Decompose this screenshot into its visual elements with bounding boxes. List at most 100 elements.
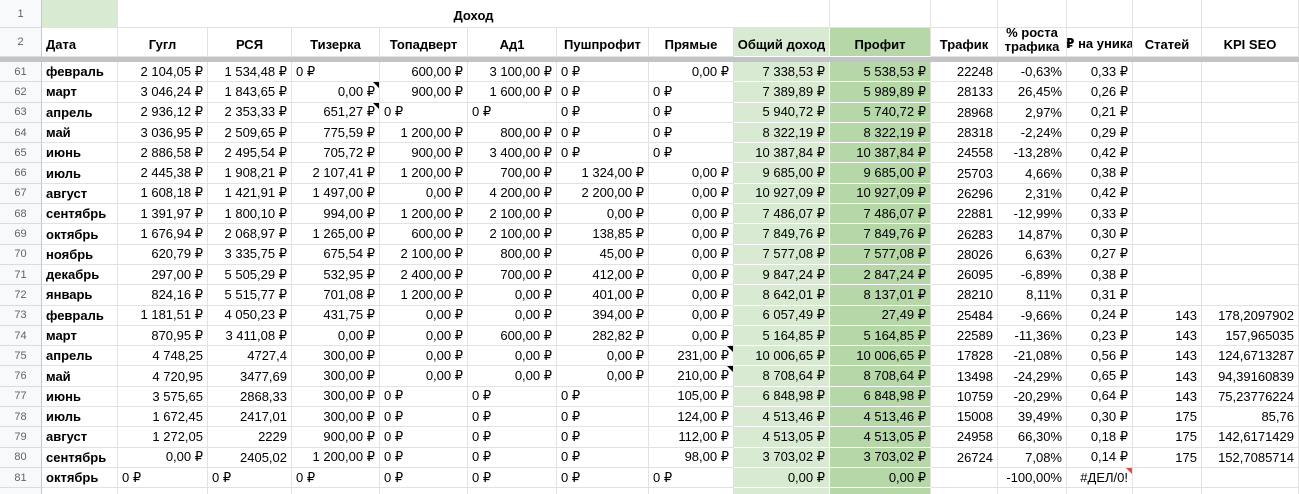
cell-statey[interactable]: 175 — [1133, 447, 1202, 468]
cell-profit[interactable]: 0,00 ₽ — [830, 467, 931, 489]
header-rsya[interactable]: РСЯ — [208, 28, 292, 57]
cell-kpi-seo[interactable] — [1202, 102, 1299, 123]
cell-profit[interactable]: 4 513,46 ₽ — [830, 407, 931, 428]
cell-kpi-seo[interactable]: 152,7085714 — [1202, 447, 1299, 468]
cell-pryamye[interactable]: 0,00 ₽ — [649, 204, 734, 225]
cell-statey[interactable] — [1133, 488, 1202, 494]
cell-rsya[interactable]: 1 908,21 ₽ — [208, 163, 292, 184]
row-number[interactable]: 64 — [0, 122, 42, 144]
cell-tizerka[interactable]: 0 ₽ — [292, 62, 380, 83]
cell-data[interactable]: июль — [42, 163, 118, 184]
cell-pushprofit[interactable]: 282,82 ₽ — [557, 325, 649, 347]
cell-b1-green[interactable] — [42, 0, 118, 28]
cell-ad1[interactable]: 0,00 ₽ — [468, 346, 557, 367]
cell-google[interactable]: 2 445,38 ₽ — [118, 163, 208, 184]
cell-profit[interactable]: 7 849,76 ₽ — [830, 224, 931, 245]
cell-rub-na-unika[interactable]: #ДЕЛ/0! — [1067, 467, 1133, 489]
cell-pryamye[interactable]: 0,00 ₽ — [649, 325, 734, 347]
cell-profit[interactable]: 7 486,07 ₽ — [830, 204, 931, 225]
cell-topadvert[interactable]: 2 100,00 ₽ — [380, 244, 468, 265]
cell-trafik[interactable]: 22248 — [931, 62, 998, 83]
cell-pushprofit[interactable]: 1 324,00 ₽ — [557, 163, 649, 184]
row-number[interactable]: 76 — [0, 366, 42, 387]
cell-profit[interactable]: 8 708,64 ₽ — [830, 366, 931, 387]
cell-rub-na-unika[interactable]: 0,18 ₽ — [1067, 427, 1133, 448]
row-number[interactable]: 63 — [0, 102, 42, 123]
cell-tizerka[interactable]: 1 265,00 ₽ — [292, 224, 380, 245]
cell-rub-na-unika[interactable]: 0,30 ₽ — [1067, 224, 1133, 245]
cell-statey[interactable] — [1133, 467, 1202, 489]
cell-rost-trafika[interactable]: 39,49% — [998, 407, 1067, 428]
cell-rost-trafika[interactable] — [998, 488, 1067, 494]
cell-rub-na-unika[interactable]: 0,38 ₽ — [1067, 163, 1133, 184]
cell-obshiy-dohod[interactable]: 8 708,64 ₽ — [734, 366, 830, 387]
row-number[interactable]: 65 — [0, 143, 42, 164]
cell-pushprofit[interactable]: 0,00 ₽ — [557, 366, 649, 387]
row-number[interactable] — [0, 488, 42, 494]
row-number[interactable]: 71 — [0, 264, 42, 286]
cell-google[interactable] — [118, 488, 208, 494]
cell-trafik[interactable]: 25484 — [931, 305, 998, 326]
cell-data[interactable] — [42, 488, 118, 494]
cell-topadvert[interactable]: 0,00 ₽ — [380, 325, 468, 347]
cell-profit[interactable]: 27,49 ₽ — [830, 305, 931, 326]
cell-ad1[interactable]: 600,00 ₽ — [468, 325, 557, 347]
cell-trafik[interactable]: 10759 — [931, 386, 998, 408]
cell-trafik[interactable]: 26095 — [931, 264, 998, 286]
cell-pushprofit[interactable]: 0,00 ₽ — [557, 346, 649, 367]
cell-obshiy-dohod[interactable]: 4 513,46 ₽ — [734, 407, 830, 428]
cell-profit[interactable]: 4 513,05 ₽ — [830, 427, 931, 448]
cell-topadvert[interactable]: 0 ₽ — [380, 102, 468, 123]
cell-pushprofit[interactable]: 2 200,00 ₽ — [557, 183, 649, 205]
header-rost-trafika[interactable]: % роста трафика — [998, 28, 1067, 57]
cell-rsya[interactable]: 4 050,23 ₽ — [208, 305, 292, 326]
cell-ad1[interactable]: 0 ₽ — [468, 427, 557, 448]
cell-topadvert[interactable]: 2 400,00 ₽ — [380, 264, 468, 286]
cell-data[interactable]: октябрь — [42, 224, 118, 245]
cell-data[interactable]: июнь — [42, 143, 118, 164]
cell-tizerka[interactable]: 300,00 ₽ — [292, 386, 380, 408]
cell-rost-trafika[interactable]: -0,63% — [998, 62, 1067, 83]
cell-pryamye[interactable] — [649, 488, 734, 494]
cell-tizerka[interactable]: 705,72 ₽ — [292, 143, 380, 164]
cell-ad1[interactable]: 2 100,00 ₽ — [468, 204, 557, 225]
cell-profit[interactable]: 5 538,53 ₽ — [830, 62, 931, 83]
cell-topadvert[interactable]: 900,00 ₽ — [380, 143, 468, 164]
cell-data[interactable]: июль — [42, 407, 118, 428]
cell-trafik[interactable]: 25703 — [931, 163, 998, 184]
row-number[interactable]: 1 — [0, 0, 42, 28]
cell-rsya[interactable]: 5 505,29 ₽ — [208, 264, 292, 286]
cell-google[interactable]: 620,79 ₽ — [118, 244, 208, 265]
cell-rsya[interactable]: 2229 — [208, 427, 292, 448]
cell-ad1[interactable]: 0,00 ₽ — [468, 305, 557, 326]
cell-ad1[interactable]: 3 400,00 ₽ — [468, 143, 557, 164]
cell-pushprofit[interactable]: 0 ₽ — [557, 467, 649, 489]
cell-tizerka[interactable]: 300,00 ₽ — [292, 346, 380, 367]
cell-rsya[interactable]: 0 ₽ — [208, 467, 292, 489]
cell-pushprofit[interactable]: 0,00 ₽ — [557, 204, 649, 225]
cell-rub-na-unika[interactable]: 0,42 ₽ — [1067, 143, 1133, 164]
cell-rost-trafika[interactable]: 7,08% — [998, 447, 1067, 468]
cell-topadvert[interactable]: 0 ₽ — [380, 427, 468, 448]
cell-profit[interactable]: 5 740,72 ₽ — [830, 102, 931, 123]
cell-trafik[interactable]: 28210 — [931, 285, 998, 306]
cell-rsya[interactable]: 2 509,65 ₽ — [208, 122, 292, 144]
cell-kpi-seo[interactable]: 142,6171429 — [1202, 427, 1299, 448]
cell-rost-trafika[interactable]: -24,29% — [998, 366, 1067, 387]
cell-rub-na-unika[interactable]: 0,38 ₽ — [1067, 264, 1133, 286]
cell-pryamye[interactable]: 98,00 ₽ — [649, 447, 734, 468]
cell-ad1[interactable]: 700,00 ₽ — [468, 163, 557, 184]
cell-kpi-seo[interactable] — [1202, 62, 1299, 83]
cell-pryamye[interactable]: 0 ₽ — [649, 122, 734, 144]
cell-pryamye[interactable]: 0,00 ₽ — [649, 62, 734, 83]
row-number[interactable]: 2 — [0, 28, 42, 57]
cell-tizerka[interactable]: 532,95 ₽ — [292, 264, 380, 286]
cell-ad1[interactable]: 0 ₽ — [468, 447, 557, 468]
cell-kpi-seo[interactable] — [1202, 488, 1299, 494]
header-profit[interactable]: Профит — [830, 28, 931, 57]
cell-obshiy-dohod[interactable]: 7 389,89 ₽ — [734, 82, 830, 103]
cell-rost-trafika[interactable]: 2,97% — [998, 102, 1067, 123]
row-number[interactable]: 80 — [0, 447, 42, 468]
cell-pryamye[interactable]: 0,00 ₽ — [649, 224, 734, 245]
cell-ad1[interactable]: 2 100,00 ₽ — [468, 224, 557, 245]
